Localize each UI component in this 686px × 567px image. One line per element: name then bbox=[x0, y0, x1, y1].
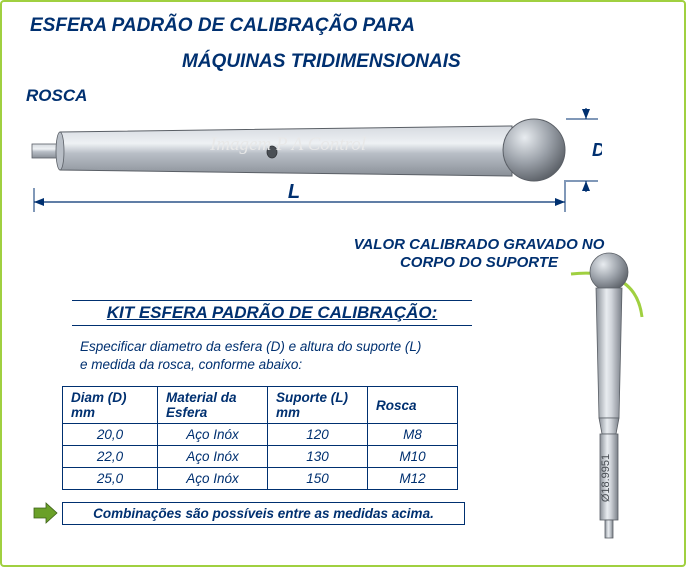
dim-D-label: D bbox=[592, 140, 602, 160]
th-rosca: Rosca bbox=[368, 387, 458, 424]
probe-horizontal-diagram: L D bbox=[22, 102, 602, 222]
th-diam: Diam (D) mm bbox=[63, 387, 158, 424]
cell: 20,0 bbox=[63, 424, 158, 446]
cell: 130 bbox=[268, 446, 368, 468]
kit-description: Especificar diametro da esfera (D) e alt… bbox=[80, 338, 500, 373]
th-material: Material da Esfera bbox=[158, 387, 268, 424]
cell: 120 bbox=[268, 424, 368, 446]
table-row: 22,0 Aço Inóx 130 M10 bbox=[63, 446, 458, 468]
page-title-line2: MÁQUINAS TRIDIMENSIONAIS bbox=[2, 38, 684, 74]
probe-vertical-diagram: Ø18.9951 bbox=[564, 248, 654, 548]
dim-L-label: L bbox=[288, 181, 300, 203]
cell: Aço Inóx bbox=[158, 446, 268, 468]
page-title-line1: ESFERA PADRÃO DE CALIBRAÇÃO PARA bbox=[2, 2, 684, 38]
cell: Aço Inóx bbox=[158, 468, 268, 490]
cell: M10 bbox=[368, 446, 458, 468]
cell: M8 bbox=[368, 424, 458, 446]
table-row: 25,0 Aço Inóx 150 M12 bbox=[63, 468, 458, 490]
th-suporte: Suporte (L) mm bbox=[268, 387, 368, 424]
cell: 150 bbox=[268, 468, 368, 490]
cell: M12 bbox=[368, 468, 458, 490]
engraving-text: Ø18.9951 bbox=[600, 454, 612, 502]
kit-desc-line1: Especificar diametro da esfera (D) e alt… bbox=[80, 339, 421, 354]
table-row: 20,0 Aço Inóx 120 M8 bbox=[63, 424, 458, 446]
table-header-row: Diam (D) mm Material da Esfera Suporte (… bbox=[63, 387, 458, 424]
combination-note: Combinações são possíveis entre as medid… bbox=[62, 502, 465, 525]
kit-desc-line2: e medida da rosca, conforme abaixo: bbox=[80, 357, 302, 372]
kit-title: KIT ESFERA PADRÃO DE CALIBRAÇÃO: bbox=[72, 300, 472, 326]
calib-text-line2: CORPO DO SUPORTE bbox=[400, 254, 558, 271]
note-arrow-icon bbox=[32, 502, 58, 524]
cell: 22,0 bbox=[63, 446, 158, 468]
spec-table: Diam (D) mm Material da Esfera Suporte (… bbox=[62, 386, 458, 490]
cell: 25,0 bbox=[63, 468, 158, 490]
cell: Aço Inóx bbox=[158, 424, 268, 446]
